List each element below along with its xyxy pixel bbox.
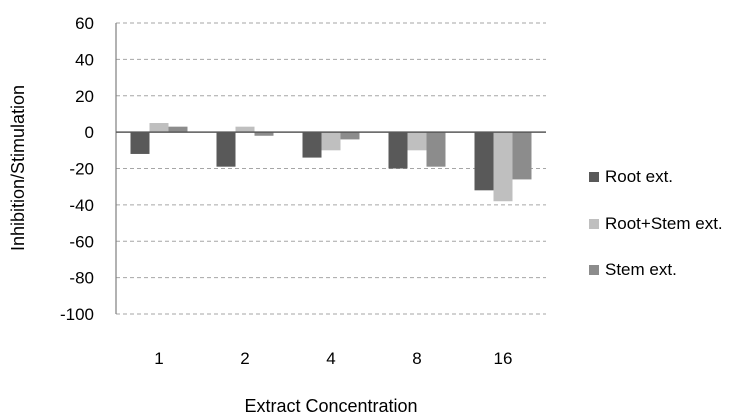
y-tick-label: -100	[60, 305, 94, 324]
bars	[130, 123, 532, 202]
legend: Root ext. Root+Stem ext. Stem ext.	[589, 167, 723, 279]
bar	[235, 126, 255, 133]
bar	[149, 123, 169, 133]
legend-swatch	[589, 265, 599, 275]
bar	[407, 132, 427, 151]
legend-label: Root ext.	[605, 167, 673, 186]
axes	[115, 23, 546, 314]
y-axis-ticks: 60 40 20 0 -20 -40 -60 -80 -100	[60, 14, 94, 324]
x-tick-label: 1	[154, 349, 163, 368]
legend-swatch	[589, 219, 599, 229]
bar	[340, 132, 360, 140]
bar	[512, 132, 532, 180]
y-tick-label: 0	[85, 123, 94, 142]
bar	[474, 132, 494, 191]
bar	[388, 132, 408, 169]
x-axis-title: Extract Concentration	[244, 396, 417, 416]
x-tick-label: 16	[494, 349, 513, 368]
x-tick-label: 2	[240, 349, 249, 368]
y-tick-label: -20	[69, 160, 94, 179]
y-tick-label: -60	[69, 232, 94, 251]
bar	[321, 132, 341, 151]
x-axis-ticks: 1 2 4 8 16	[154, 349, 512, 368]
x-tick-label: 8	[412, 349, 421, 368]
bar	[493, 132, 513, 202]
gridlines	[116, 22, 546, 315]
y-tick-label: 40	[75, 50, 94, 69]
bar	[302, 132, 322, 158]
bar	[130, 132, 150, 154]
y-tick-label: 60	[75, 14, 94, 33]
y-axis-title: Inhibition/Stimulation	[8, 85, 28, 251]
legend-swatch	[589, 172, 599, 182]
y-tick-label: 20	[75, 87, 94, 106]
legend-label: Stem ext.	[605, 260, 677, 279]
legend-label: Root+Stem ext.	[605, 214, 723, 233]
bar	[168, 126, 188, 133]
bar	[426, 132, 446, 167]
bar	[254, 132, 274, 136]
bar	[216, 132, 236, 167]
x-tick-label: 4	[326, 349, 335, 368]
y-tick-label: -40	[69, 196, 94, 215]
y-tick-label: -80	[69, 269, 94, 288]
